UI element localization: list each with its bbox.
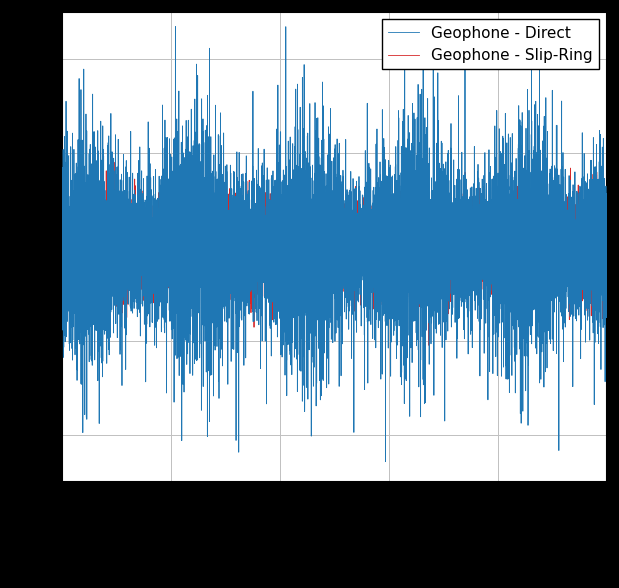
Geophone - Direct: [574, 205, 581, 212]
Legend: Geophone - Direct, Geophone - Slip-Ring: Geophone - Direct, Geophone - Slip-Ring: [383, 19, 599, 69]
Geophone - Slip-Ring: [425, 342, 433, 349]
Geophone - Slip-Ring: [165, 284, 173, 291]
Geophone - Direct: [603, 305, 610, 312]
Geophone - Slip-Ring: [91, 248, 98, 255]
Geophone - Slip-Ring: [61, 232, 68, 239]
Geophone - Direct: [171, 23, 179, 30]
Geophone - Slip-Ring: [603, 258, 610, 265]
Geophone - Slip-Ring: [574, 225, 581, 232]
Geophone - Direct: [80, 252, 88, 259]
Geophone - Direct: [324, 196, 332, 203]
Line: Geophone - Slip-Ring: Geophone - Slip-Ring: [62, 159, 607, 345]
Geophone - Direct: [382, 458, 389, 465]
Geophone - Slip-Ring: [80, 286, 88, 293]
Line: Geophone - Direct: Geophone - Direct: [62, 26, 607, 462]
Geophone - Direct: [61, 332, 68, 339]
Geophone - Direct: [58, 164, 66, 171]
Geophone - Direct: [91, 128, 98, 135]
Geophone - Slip-Ring: [58, 246, 66, 253]
Geophone - Direct: [165, 253, 172, 260]
Geophone - Slip-Ring: [104, 156, 111, 163]
Geophone - Slip-Ring: [324, 206, 332, 213]
